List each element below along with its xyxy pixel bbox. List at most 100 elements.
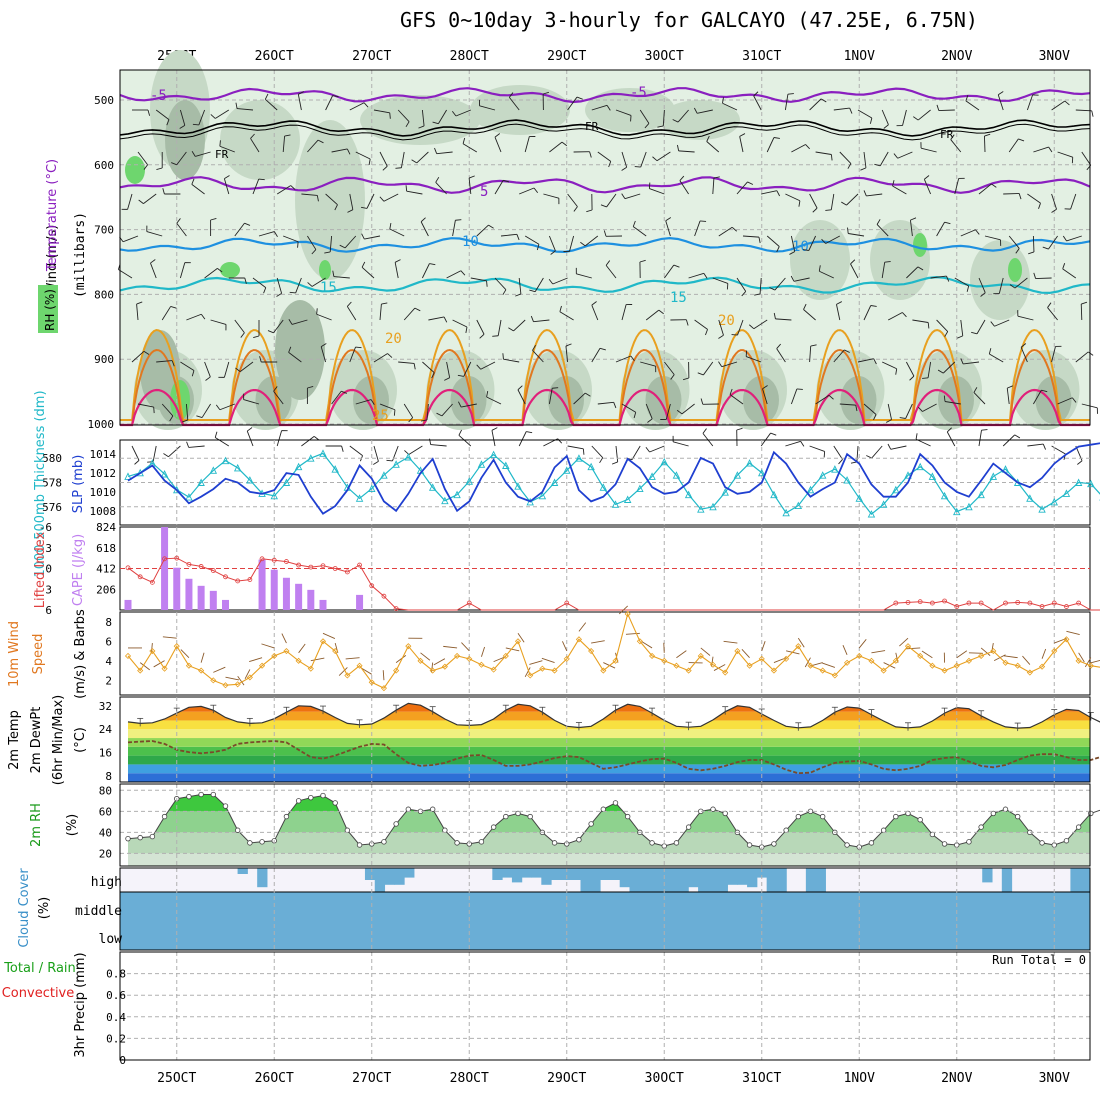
precip-tick: 0.8 bbox=[106, 968, 126, 981]
precip-run-total: Run Total = 0 bbox=[992, 953, 1086, 967]
wind10m-barb bbox=[420, 652, 431, 661]
wind-barb bbox=[122, 235, 139, 243]
wind-barb-flag bbox=[191, 151, 196, 157]
wind-barb-flag bbox=[486, 280, 488, 287]
wind10m-point bbox=[807, 662, 814, 669]
wind-barb bbox=[640, 361, 656, 367]
wind10m-point bbox=[685, 667, 692, 674]
rh2m-point bbox=[210, 791, 217, 798]
wind10m-barb bbox=[162, 636, 177, 639]
wind-barb-flag bbox=[790, 275, 795, 282]
wind10m-barb bbox=[822, 662, 836, 668]
wind-barb bbox=[452, 319, 468, 328]
wind-barb bbox=[559, 311, 574, 321]
wind-barb bbox=[819, 270, 834, 279]
date-label-bottom: 31OCT bbox=[742, 1071, 781, 1086]
wind-barb bbox=[905, 403, 913, 419]
wind-barb bbox=[936, 221, 945, 237]
rh-blob bbox=[165, 100, 205, 180]
wind-barb-flag bbox=[250, 133, 255, 139]
cloud-high-bar bbox=[257, 868, 268, 888]
cloud-high-bar bbox=[805, 868, 817, 892]
wind-barb bbox=[143, 193, 157, 204]
wind10m-point bbox=[978, 652, 985, 660]
wind10m-point bbox=[904, 643, 912, 650]
slp-tick: 1010 bbox=[90, 486, 117, 499]
wind-barb-flag bbox=[332, 95, 339, 98]
wind10m-barb bbox=[700, 647, 711, 656]
wind-barb-flag bbox=[946, 427, 952, 433]
wind-barb-flag bbox=[289, 291, 296, 294]
wind-barb-flag bbox=[502, 353, 504, 360]
thickness-point bbox=[599, 483, 608, 491]
wind-barb bbox=[486, 396, 502, 405]
wind-barb bbox=[569, 235, 575, 252]
wind-barb-flag bbox=[917, 266, 924, 271]
wind10m-point bbox=[149, 647, 156, 655]
wind10m-point bbox=[210, 677, 217, 684]
wind-barb bbox=[349, 102, 365, 111]
wind-barb bbox=[435, 181, 447, 195]
rh2m-point bbox=[186, 793, 192, 800]
wind-barb-flag bbox=[1015, 248, 1020, 254]
wind-barb-flag bbox=[1042, 246, 1049, 250]
wind-barb-flag bbox=[966, 285, 970, 292]
wind-barb bbox=[665, 403, 671, 420]
wind10m-tick: 8 bbox=[105, 616, 112, 629]
wind-barb-flag bbox=[621, 166, 627, 171]
cape-tick: 412 bbox=[96, 563, 116, 576]
wind10m-point bbox=[453, 652, 461, 660]
wind-barb-flag bbox=[420, 217, 426, 223]
wind-barb-flag bbox=[860, 167, 867, 171]
rh-blob bbox=[970, 240, 1030, 320]
lifted-index-point bbox=[186, 561, 192, 567]
wind-barb bbox=[978, 277, 986, 293]
wind-barb-flag bbox=[382, 165, 388, 171]
temp-contour-5 bbox=[119, 176, 1091, 194]
wind10m-point bbox=[1075, 657, 1082, 664]
cloud-high-bar bbox=[688, 868, 699, 888]
lifted-index-point bbox=[308, 564, 314, 570]
wind-barb bbox=[950, 139, 962, 153]
wind-barb bbox=[839, 403, 856, 406]
thickness-point bbox=[160, 469, 169, 478]
wind-barb bbox=[833, 107, 850, 111]
wind-barb bbox=[662, 109, 665, 126]
rh-blob-bright bbox=[125, 156, 145, 184]
wind-barb bbox=[408, 445, 423, 455]
wind-barb-flag bbox=[1064, 100, 1070, 106]
wind-barb-flag bbox=[210, 217, 217, 221]
rh2m-point bbox=[356, 842, 363, 848]
wind-barb-flag bbox=[355, 346, 362, 349]
temp2m-line bbox=[127, 702, 1100, 729]
wind10m-point bbox=[722, 669, 729, 676]
wind-barb bbox=[204, 268, 218, 279]
wind-barb bbox=[1051, 346, 1056, 363]
pressure-tick-label: 800 bbox=[94, 288, 114, 301]
temp-color-band bbox=[128, 720, 1090, 730]
wind-barb-flag bbox=[143, 164, 148, 170]
wind-barb-flag bbox=[722, 97, 724, 104]
wind10m-barb bbox=[676, 650, 687, 659]
rh2m-panel-frame bbox=[119, 783, 1091, 867]
wind-barb bbox=[518, 277, 522, 294]
wind10m-barb bbox=[281, 633, 287, 644]
wind-barb-flag bbox=[844, 349, 850, 353]
wind-barb-flag bbox=[214, 431, 218, 438]
wind-barb-flag bbox=[170, 305, 177, 309]
contour-label: 20 bbox=[718, 313, 735, 329]
date-label-top: 31OCT bbox=[742, 49, 781, 64]
thickness-point bbox=[794, 501, 803, 510]
wind10m-barb bbox=[1089, 659, 1100, 664]
rh2m-point bbox=[1063, 838, 1070, 844]
wind-barb-flag bbox=[800, 441, 805, 447]
wind-barb bbox=[394, 262, 399, 279]
wind10m-point bbox=[612, 657, 619, 664]
pressure-tick-label: 500 bbox=[94, 94, 114, 107]
cloud-level-high: high bbox=[91, 875, 122, 890]
cape-bar bbox=[319, 599, 327, 610]
wind-barb-flag bbox=[253, 335, 260, 339]
wind-barb bbox=[793, 277, 810, 282]
wind-barb bbox=[1033, 389, 1042, 405]
rh-blob bbox=[790, 220, 850, 300]
